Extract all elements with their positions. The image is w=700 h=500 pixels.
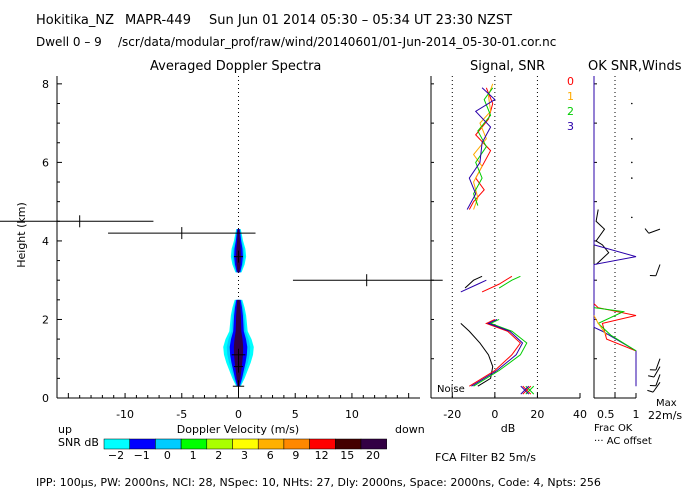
colorbar-tick-label: 6 [267,449,274,462]
frac-dot [631,216,633,219]
signal-title: Signal, SNR [470,59,545,74]
wind-barb-shaft [653,366,661,378]
colorbar-tick-label: −1 [134,449,150,462]
wind-barb-shaft [652,382,661,393]
signal-axis-label: dB [501,422,516,435]
height-axis-label: Height (km) [15,202,28,268]
winds-title: OK SNR,Winds [588,59,682,74]
signal-tick-label: -20 [443,408,461,421]
velocity-tick-label: 0 [235,408,242,421]
signal-tick-label: 40 [573,408,587,421]
dwell: Dwell 0 – 9 [36,35,102,49]
wind-barb-shaft [648,228,661,234]
spectra-plot: 0 2 4 6 8 -10 -5 0 5 10 [0,76,443,421]
frac-dot [631,177,633,179]
beam-legend-1: 1 [567,90,574,103]
wind-barb-shaft [655,374,661,386]
velocity-axis-label: Doppler Velocity (m/s) [177,423,299,436]
winds-plot: 0.5 1 0 1 2 3 [567,75,661,421]
footer-params: IPP: 100μs, PW: 2000ns, NCI: 28, NSpec: … [36,476,601,489]
colorbar-tick-label: −2 [108,449,124,462]
wind-barb-shaft [655,358,661,371]
colorbar-tick-label: 3 [241,449,248,462]
bottom-marker [522,385,532,395]
signal-mid-series [481,275,513,293]
frac-dot [631,138,633,140]
fca-filter-label: FCA Filter B2 5m/s [435,451,536,464]
colorbar-tick-label: 0 [164,449,171,462]
colorbar-swatch [155,438,182,450]
frac-tick-label: 1 [633,408,640,421]
signal-lower-series [471,319,524,387]
colorbar-swatch [360,438,387,450]
signal-tick-label: 0 [491,408,498,421]
frac-ok-series [595,209,610,265]
colorbar-swatch [232,438,259,450]
max-value: 22m/s [648,409,682,422]
beam-legend-0: 0 [567,75,574,88]
signal-series-3 [466,87,496,210]
wind-barb-shaft [655,264,661,276]
signal-mid-series [464,275,483,289]
direction-up-label: up [58,423,72,436]
frac-ok-label: Frac OK [594,423,633,434]
colorbar-tick-label: 2 [215,449,222,462]
snr-colorbar: −2 −1 0 1 2 3 6 9 12 15 20 [103,438,387,462]
frac-ok-series [593,303,637,352]
colorbar-swatch [180,438,208,450]
noise-label: Noise [437,384,465,395]
frac-ok-series [593,315,608,336]
height-tick-label: 6 [42,156,49,169]
velocity-tick-label: 10 [345,408,359,421]
colorbar-swatch [257,438,285,450]
radar-name: MAPR-449 [125,13,191,28]
ac-offset-label: ··· AC offset [594,436,652,447]
frac-dot [631,102,633,105]
colorbar-tick-label: 12 [315,449,329,462]
signal-plot: -20 0 20 40 [431,76,587,421]
spectra-title: Averaged Doppler Spectra [150,59,321,74]
signal-series-noise [460,323,494,387]
colorbar-tick-label: 9 [292,449,299,462]
height-tick-label: 2 [42,313,49,326]
wind-barb-flag [644,228,650,234]
height-tick-label: 4 [42,235,49,248]
colorbar-swatch [335,438,362,450]
colorbar-label: SNR dB [58,436,99,449]
colorbar-swatch [103,438,130,450]
beam-legend-3: 3 [567,120,574,133]
signal-lower-series [469,319,522,387]
height-tick-label: 0 [42,392,49,405]
velocity-tick-label: -5 [176,408,187,421]
frac-tick-label: 0.5 [597,408,615,421]
direction-down-label: down [395,423,425,436]
beam-legend-2: 2 [567,105,574,118]
signal-lower-series [473,319,528,387]
wind-barb-flag [647,389,654,393]
bottom-marker [520,385,530,395]
colorbar-swatch [206,438,233,450]
velocity-tick-label: -10 [116,408,134,421]
colorbar-swatch [129,438,156,450]
colorbar-tick-label: 20 [366,449,380,462]
datetime: Sun Jun 01 2014 05:30 – 05:34 UT 23:30 N… [209,13,512,28]
colorbar-swatch [283,438,310,450]
echo-contour [233,299,244,387]
colorbar-tick-label: 15 [340,449,354,462]
velocity-tick-label: 5 [292,408,299,421]
signal-mid-series [460,279,487,293]
frac-ok-series [593,76,637,387]
station-name: Hokitika_NZ [36,13,114,28]
max-label: Max [656,398,677,409]
wind-barb-flag [648,375,655,378]
colorbar-tick-label: 1 [190,449,197,462]
signal-mid-series [498,275,521,289]
colorbar-swatch [309,438,336,450]
data-path: /scr/data/modular_prof/raw/wind/20140601… [118,35,556,49]
height-tick-label: 8 [42,78,49,91]
signal-tick-label: 20 [530,408,544,421]
frac-dot [631,161,633,164]
